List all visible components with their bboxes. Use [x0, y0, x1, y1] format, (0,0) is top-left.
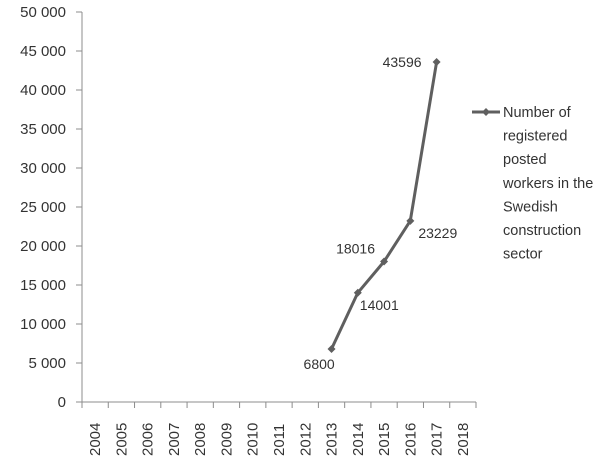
x-tick-label: 2015 — [376, 423, 393, 456]
legend-label-line: registered — [503, 129, 567, 145]
legend: Number of registered posted workers in the S… — [472, 105, 593, 263]
x-tick-label: 2010 — [245, 423, 262, 456]
y-tick-label: 40 000 — [20, 82, 66, 99]
x-tick-label: 2016 — [402, 423, 419, 456]
x-tick-label: 2014 — [350, 423, 367, 456]
x-tick-label: 2006 — [140, 423, 157, 456]
x-tick-label: 2011 — [271, 424, 288, 456]
y-tick-label: 25 000 — [20, 199, 66, 216]
series-marker — [380, 257, 389, 266]
y-tick-label: 5 000 — [28, 355, 66, 372]
y-tick-label: 50 000 — [20, 4, 66, 21]
y-tick-label: 15 000 — [20, 277, 66, 294]
y-tick-label: 10 000 — [20, 316, 66, 333]
series-marker — [406, 216, 415, 225]
data-label: 23229 — [418, 225, 457, 241]
series-marker — [353, 288, 362, 297]
y-tick-label: 35 000 — [20, 121, 66, 138]
legend-label-line: Number of — [503, 105, 572, 121]
x-tick-label: 2017 — [429, 423, 446, 456]
y-tick-label: 0 — [58, 394, 66, 411]
data-label: 18016 — [336, 240, 375, 256]
x-tick-label: 2013 — [324, 423, 341, 456]
legend-label-line: sector — [503, 247, 543, 263]
x-tick-label: 2005 — [113, 423, 130, 456]
legend-label-line: Swedish — [503, 199, 558, 215]
y-axis-tick-labels: 0 5 000 10 000 15 000 20 000 25 000 30 000 35 0… — [20, 4, 66, 411]
legend-marker — [482, 108, 490, 116]
legend-label-line: posted — [503, 152, 547, 168]
y-tick-label: 20 000 — [20, 238, 66, 255]
series-marker — [327, 344, 336, 353]
data-label: 14001 — [360, 297, 399, 313]
y-tick-label: 30 000 — [20, 160, 66, 177]
data-labels: 6800 14001 18016 23229 43596 — [304, 54, 458, 372]
x-tick-label: 2012 — [297, 423, 314, 456]
series-marker — [432, 57, 441, 66]
x-tick-label: 2007 — [166, 423, 183, 456]
legend-label-line: workers in the — [502, 176, 593, 192]
axes — [76, 11, 477, 408]
x-tick-label: 2009 — [218, 423, 235, 456]
legend-label-line: construction — [503, 223, 581, 239]
x-tick-label: 2004 — [87, 423, 104, 456]
data-label: 43596 — [383, 54, 422, 70]
x-axis-tick-labels: 2004 2005 2006 2007 2008 2009 2010 2011 2012 2013… — [87, 423, 472, 456]
x-tick-label: 2008 — [192, 423, 209, 456]
data-label: 6800 — [304, 356, 335, 372]
y-tick-label: 45 000 — [20, 43, 66, 60]
x-tick-label: 2018 — [455, 423, 472, 456]
legend-label: Number of registered posted workers in the S… — [502, 105, 593, 263]
series-markers — [327, 57, 441, 353]
